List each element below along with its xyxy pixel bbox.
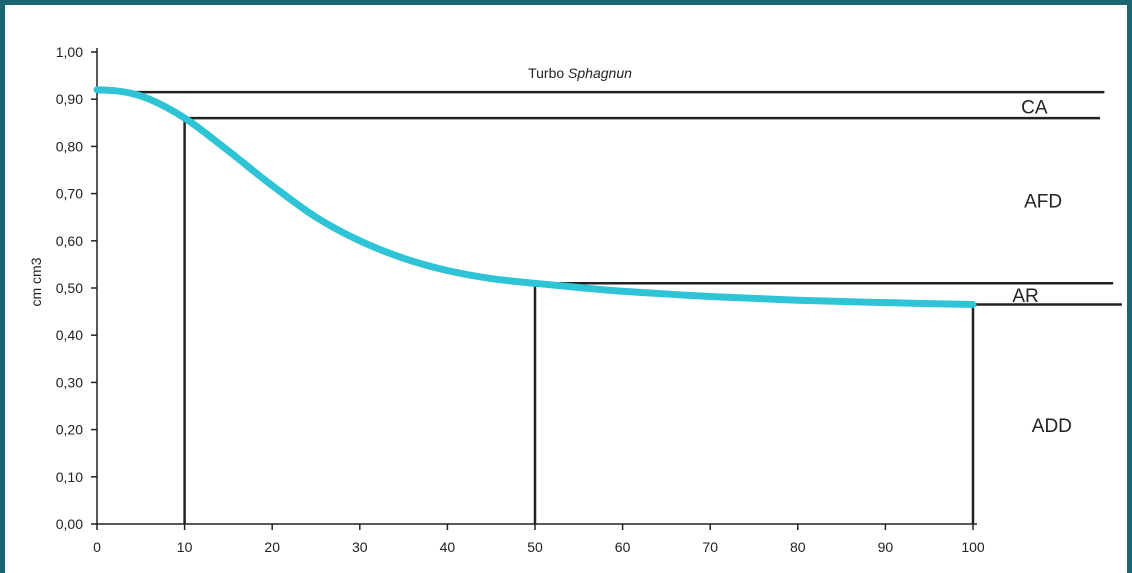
x-tick-label: 80 [790, 539, 806, 555]
y-tick-label: 0,40 [56, 327, 83, 343]
region-label-add: ADD [1032, 416, 1072, 437]
x-tick-label: 90 [878, 539, 894, 555]
x-tick-label: 20 [264, 539, 280, 555]
y-tick-label: 0,90 [56, 91, 83, 107]
y-tick-label: 0,30 [56, 374, 83, 390]
x-axis-ticks: 0 10 20 30 40 50 60 70 80 90 100 [93, 524, 985, 555]
region-label-ar: AR [1012, 286, 1038, 307]
y-tick-label: 0,70 [56, 186, 83, 202]
x-tick-label: 40 [440, 539, 456, 555]
reference-lines [97, 90, 1122, 524]
region-label-ca: CA [1021, 97, 1048, 118]
region-labels: CA AFD AR ADD [1012, 97, 1072, 437]
y-tick-label: 1,00 [56, 44, 83, 60]
series-group [93, 86, 977, 308]
y-tick-label: 0,20 [56, 422, 83, 438]
y-axis-ticks: 0,00 0,10 0,20 0,30 0,40 0,50 0,60 0,70 0,80 0,90… [56, 44, 97, 532]
x-tick-label: 50 [527, 539, 543, 555]
y-tick-label: 0,10 [56, 469, 83, 485]
chart-axes [96, 48, 977, 525]
x-tick-label: 30 [352, 539, 368, 555]
chart-title: Turbo Sphagnun [528, 65, 632, 81]
x-tick-label: 60 [615, 539, 631, 555]
chart-title-italic: Sphagnun [568, 65, 632, 81]
y-tick-label: 0,50 [56, 280, 83, 296]
y-tick-label: 0,80 [56, 138, 83, 154]
x-tick-label: 0 [93, 539, 101, 555]
x-tick-label: 100 [961, 539, 985, 555]
y-tick-label: 0,60 [56, 233, 83, 249]
y-tick-label: 0,00 [56, 516, 83, 532]
region-label-afd: AFD [1024, 192, 1062, 213]
x-tick-label: 10 [177, 539, 193, 555]
retention-curve-line [93, 86, 977, 308]
x-tick-label: 70 [702, 539, 718, 555]
y-axis-title: cm cm3 [28, 257, 44, 306]
